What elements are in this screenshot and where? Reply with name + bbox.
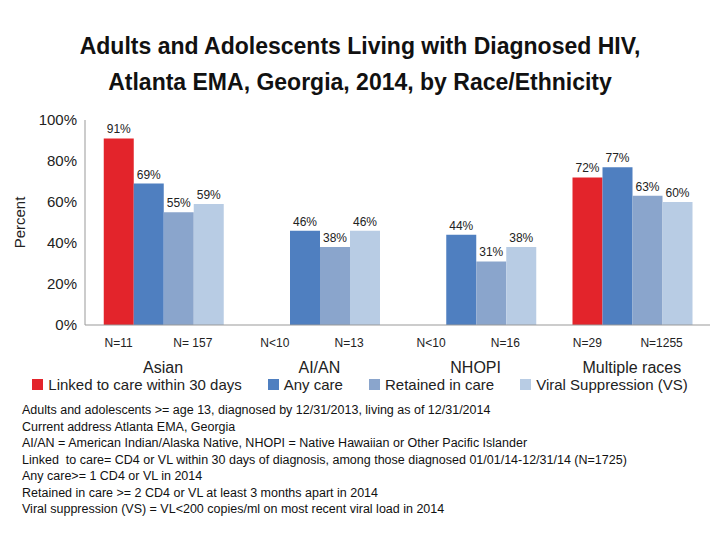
svg-text:N<10: N<10: [417, 336, 446, 350]
svg-text:38%: 38%: [323, 231, 347, 245]
svg-text:N=29: N=29: [573, 336, 602, 350]
svg-text:77%: 77%: [605, 151, 629, 165]
svg-text:AI/AN: AI/AN: [298, 359, 340, 376]
svg-text:38%: 38%: [509, 231, 533, 245]
svg-text:N=16: N=16: [491, 336, 520, 350]
svg-text:40%: 40%: [47, 234, 77, 251]
svg-text:91%: 91%: [107, 122, 131, 136]
svg-text:63%: 63%: [635, 180, 659, 194]
svg-text:N<10: N<10: [260, 336, 289, 350]
svg-text:31%: 31%: [479, 245, 503, 259]
html-text:Any care: Any care: [283, 376, 343, 393]
html-text:Adults and Adolescents Living: Adults and Adolescents Living with Diagn…: [79, 33, 641, 95]
svg-text:N=1255: N=1255: [640, 336, 683, 350]
svg-text:N=13: N=13: [335, 336, 364, 350]
svg-text:46%: 46%: [353, 215, 377, 229]
svg-text:72%: 72%: [575, 161, 599, 175]
svg-text:100%: 100%: [39, 111, 77, 128]
svg-text:20%: 20%: [47, 275, 77, 292]
html-text:Any care>= 1 CD4 or VL in 2014: Any care>= 1 CD4 or VL in 2014: [22, 469, 203, 483]
html-text:Current address Atlanta EMA, G: Current address Atlanta EMA, Georgia: [22, 419, 236, 434]
svg-text:NHOPI: NHOPI: [450, 359, 501, 376]
svg-text:46%: 46%: [293, 215, 317, 229]
svg-text:N=11: N=11: [105, 336, 133, 350]
svg-text:N= 157: N= 157: [173, 336, 212, 350]
svg-text:69%: 69%: [137, 168, 161, 182]
svg-text:Percent: Percent: [11, 196, 28, 249]
svg-text:44%: 44%: [449, 219, 473, 233]
html-text:Linked to care= CD4 or VL with: Linked to care= CD4 or VL within 30 days…: [22, 452, 627, 467]
svg-text:0%: 0%: [55, 316, 77, 333]
html-text:Viral suppression (VS) = VL<20: Viral suppression (VS) = VL<200 copies/m…: [22, 502, 445, 516]
svg-text:80%: 80%: [47, 152, 77, 169]
html-text:Retained in care >= 2 CD4 or V: Retained in care >= 2 CD4 or VL at least…: [22, 485, 378, 500]
html-text:AI/AN = American Indian/Alaska: AI/AN = American Indian/Alaska Native, N…: [22, 436, 528, 450]
svg-text:Asian: Asian: [143, 359, 183, 376]
svg-text:55%: 55%: [167, 196, 191, 210]
svg-text:Multiple races: Multiple races: [583, 359, 682, 376]
svg-text:60%: 60%: [47, 193, 77, 210]
html-text:Adults and adolescents >= age: Adults and adolescents >= age 13, diagno…: [22, 403, 491, 417]
html-text:Viral Suppression (VS): Viral Suppression (VS): [536, 376, 688, 393]
svg-text:60%: 60%: [665, 186, 689, 200]
html-text:Linked to care within 30 days: Linked to care within 30 days: [48, 376, 242, 393]
html-text:Retained in care: Retained in care: [385, 376, 495, 393]
svg-text:59%: 59%: [197, 188, 221, 202]
